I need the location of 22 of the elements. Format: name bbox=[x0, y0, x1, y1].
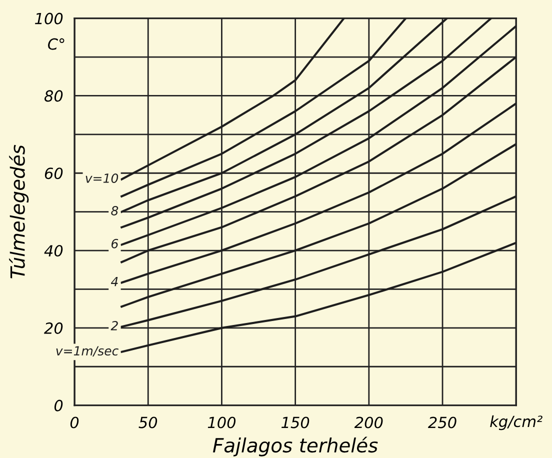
y-tick-label: 100 bbox=[34, 12, 63, 24]
series-label: 4 bbox=[110, 276, 118, 286]
y-tick-label: 0 bbox=[54, 400, 63, 412]
series-label: 2 bbox=[110, 320, 118, 330]
x-tick-label: 0 bbox=[70, 416, 79, 428]
series-label: v=1m/sec bbox=[56, 346, 119, 357]
text: kg/cm² bbox=[490, 415, 542, 430]
y-tick-label: 20 bbox=[44, 322, 63, 334]
x-tick-label: 50 bbox=[138, 416, 158, 428]
text: C° bbox=[48, 38, 64, 50]
x-tick-label: 150 bbox=[281, 416, 310, 428]
y-tick-label: 40 bbox=[44, 244, 63, 257]
x-tick-label: 250 bbox=[428, 416, 456, 428]
y-tick-label: 60 bbox=[44, 168, 63, 180]
series-label: 8 bbox=[111, 206, 118, 216]
series-label: 6 bbox=[112, 238, 118, 248]
x-tick-label: 100 bbox=[208, 416, 236, 428]
series-label: v=10 bbox=[86, 173, 118, 183]
x-tick-label: 200 bbox=[354, 416, 383, 428]
y-axis-title: Túlmelegedés bbox=[9, 144, 29, 278]
y-tick-label: 80 bbox=[44, 90, 63, 102]
x-axis-title: Fajlagos terhelés bbox=[212, 436, 378, 456]
